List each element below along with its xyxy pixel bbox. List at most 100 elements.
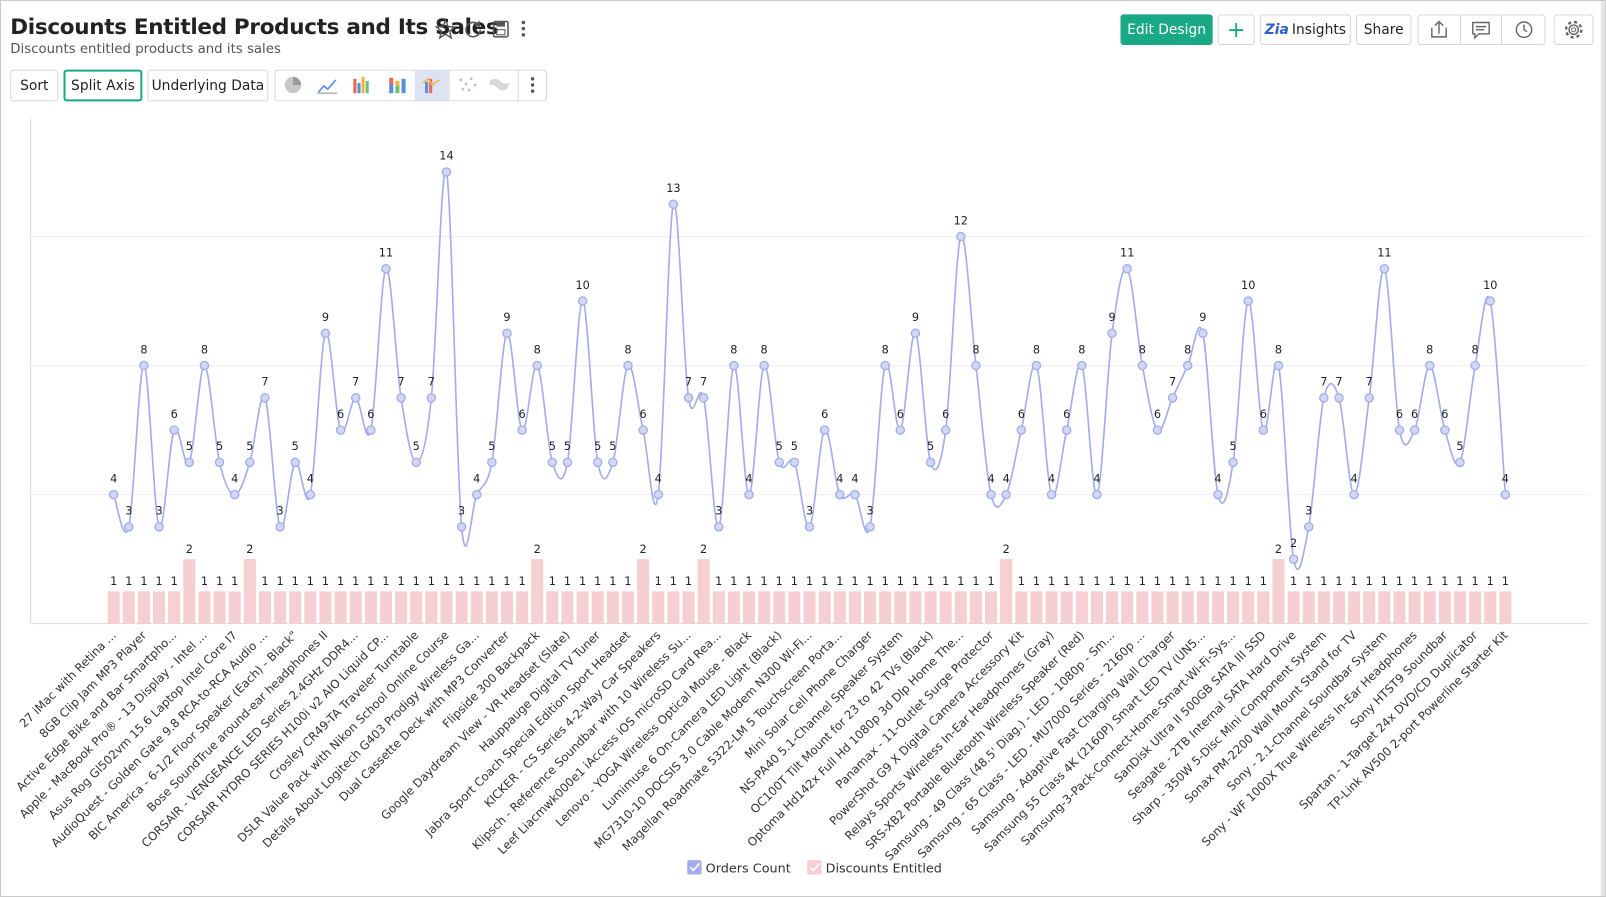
data-label: 7 (428, 376, 435, 389)
bar (1015, 591, 1028, 624)
data-label: 9 (1108, 311, 1115, 324)
bar (1287, 591, 1300, 624)
data-label: 1 (1381, 575, 1388, 588)
data-label: 1 (398, 575, 405, 588)
data-label: 1 (1018, 575, 1025, 588)
data-label: 1 (125, 575, 132, 588)
point (1394, 425, 1405, 435)
title-icons[interactable] (433, 17, 535, 42)
data-label: 5 (927, 440, 934, 453)
data-label: 11 (1120, 247, 1134, 260)
point (744, 489, 754, 500)
bar (319, 591, 332, 624)
data-label: 7 (685, 376, 692, 389)
edit-design-button[interactable]: Edit Design (1120, 14, 1213, 46)
settings-button[interactable] (1553, 14, 1595, 46)
bar (304, 591, 317, 624)
sort-button[interactable]: Sort (10, 69, 59, 102)
data-label: 4 (1351, 472, 1358, 485)
point (1273, 360, 1284, 371)
data-label: 1 (155, 575, 162, 588)
data-label: 1 (1472, 575, 1479, 588)
point (1258, 425, 1269, 435)
data-label: 10 (575, 279, 589, 292)
point (441, 167, 452, 177)
bar (379, 591, 393, 624)
bar (137, 591, 150, 624)
bar (1166, 591, 1179, 624)
data-label: 4 (987, 472, 994, 485)
share-button[interactable]: Share (1356, 14, 1412, 46)
bar (1106, 591, 1119, 624)
data-label: 8 (140, 343, 147, 356)
data-label: 7 (1169, 376, 1176, 389)
data-label: 7 (261, 376, 268, 389)
legend-check (809, 862, 821, 872)
data-label: 1 (1154, 575, 1161, 588)
bar (1302, 591, 1315, 624)
bar (1272, 559, 1285, 624)
data-label: 2 (186, 543, 193, 556)
legend-label: Discounts Entitled (826, 861, 942, 876)
split-axis-button[interactable]: Split Axis (63, 69, 143, 102)
point (1031, 360, 1042, 371)
bar (395, 591, 408, 624)
data-label: 1 (337, 575, 344, 588)
data-label: 4 (1048, 472, 1055, 485)
data-label: 1 (292, 575, 299, 588)
legend-item[interactable]: Orders Count (687, 860, 791, 876)
add-button[interactable]: + (1217, 14, 1255, 46)
data-label: 1 (1426, 575, 1433, 588)
bar (1196, 591, 1209, 624)
point (850, 489, 860, 500)
point (456, 522, 467, 532)
data-label: 6 (1396, 408, 1403, 421)
underlying-data-button[interactable]: Underlying Data (147, 69, 269, 102)
data-label: 4 (473, 472, 480, 485)
report-title: Discounts Entitled Products and Its Sale… (10, 14, 499, 39)
point (1440, 425, 1450, 435)
point (789, 457, 800, 468)
bar (334, 591, 347, 624)
header-icon-buttons[interactable] (1417, 14, 1546, 46)
data-label: 12 (954, 214, 968, 227)
data-label: 10 (1483, 279, 1497, 292)
point (1122, 264, 1132, 274)
data-label: 5 (609, 440, 616, 453)
data-label: 5 (594, 440, 601, 453)
bar (1045, 591, 1058, 624)
data-label: 1 (882, 575, 889, 588)
bar (243, 559, 256, 624)
bar (1469, 591, 1482, 624)
data-label: 1 (1169, 575, 1176, 588)
data-label: 1 (413, 575, 420, 588)
point (1334, 393, 1344, 403)
point (865, 522, 875, 532)
data-label: 1 (927, 575, 934, 588)
data-label: 6 (821, 408, 828, 421)
bar (153, 591, 166, 624)
data-label: 1 (503, 575, 510, 588)
legend-check (689, 862, 701, 872)
data-label: 6 (640, 408, 647, 421)
point (1379, 264, 1390, 274)
data-label: 1 (745, 575, 752, 588)
data-label: 4 (851, 472, 858, 485)
bar (1423, 591, 1436, 624)
data-label: 6 (1411, 408, 1418, 421)
data-label: 1 (519, 575, 526, 588)
data-label: 1 (1456, 575, 1463, 588)
point (986, 489, 996, 500)
legend-item[interactable]: Discounts Entitled (807, 860, 942, 876)
bar (1211, 591, 1225, 624)
chart-type-switcher[interactable] (274, 69, 547, 102)
data-label: 1 (352, 575, 359, 588)
data-label: 9 (1199, 311, 1206, 324)
data-label: 4 (1003, 472, 1010, 485)
bar (803, 591, 816, 624)
point (366, 425, 376, 435)
bar (773, 591, 786, 624)
insights-button[interactable]: Zia Insights (1259, 14, 1351, 46)
data-label: 1 (367, 575, 374, 588)
